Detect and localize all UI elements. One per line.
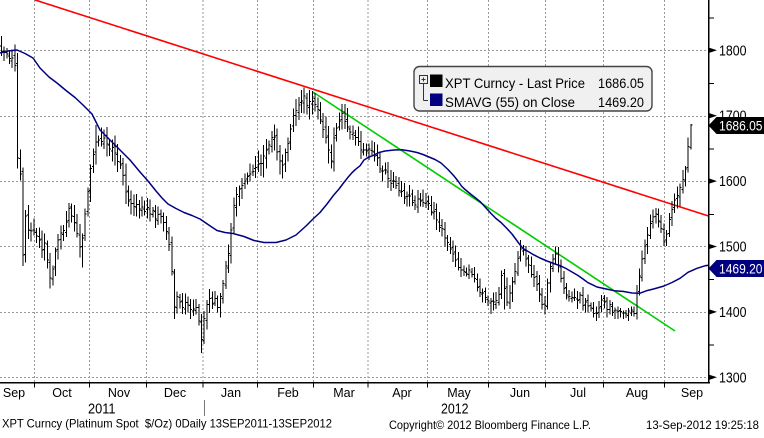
svg-text:13-Sep-2012 19:25:18: 13-Sep-2012 19:25:18 <box>646 418 759 432</box>
svg-text:Aug: Aug <box>626 386 648 400</box>
svg-text:1500: 1500 <box>719 240 747 256</box>
svg-text:2012: 2012 <box>441 402 469 418</box>
svg-text:Copyright© 2012 Bloomberg Fina: Copyright© 2012 Bloomberg Finance L.P. <box>389 418 591 432</box>
svg-text:Sep: Sep <box>681 386 703 400</box>
svg-text:1800: 1800 <box>719 43 747 59</box>
svg-text:Jan: Jan <box>221 386 241 400</box>
svg-text:Jun: Jun <box>510 386 530 400</box>
svg-text:May: May <box>447 386 471 400</box>
svg-text:Apr: Apr <box>392 386 411 400</box>
svg-text:1469.20: 1469.20 <box>719 261 763 277</box>
svg-text:Nov: Nov <box>108 386 131 400</box>
svg-text:1686.05: 1686.05 <box>598 75 644 91</box>
svg-text:1600: 1600 <box>719 174 747 190</box>
svg-text:1400: 1400 <box>719 305 747 321</box>
svg-text:SMAVG (55) on Close: SMAVG (55) on Close <box>445 94 575 110</box>
svg-text:XPT Curncy - Last Price: XPT Curncy - Last Price <box>445 75 585 91</box>
svg-text:Feb: Feb <box>277 386 299 400</box>
svg-text:Dec: Dec <box>164 386 186 400</box>
svg-text:1300: 1300 <box>719 370 747 386</box>
svg-text:Oct: Oct <box>52 386 72 400</box>
svg-text:2011: 2011 <box>88 402 116 418</box>
svg-text:Mar: Mar <box>333 386 355 400</box>
svg-text:Jul: Jul <box>570 386 586 400</box>
svg-text:XPT Curncy (Platinum Spot $/O: XPT Curncy (Platinum Spot $/Oz) 0Daily 1… <box>2 417 332 431</box>
svg-text:Sep: Sep <box>3 386 25 400</box>
svg-text:1469.20: 1469.20 <box>598 94 644 110</box>
svg-text:1686.05: 1686.05 <box>719 118 763 134</box>
